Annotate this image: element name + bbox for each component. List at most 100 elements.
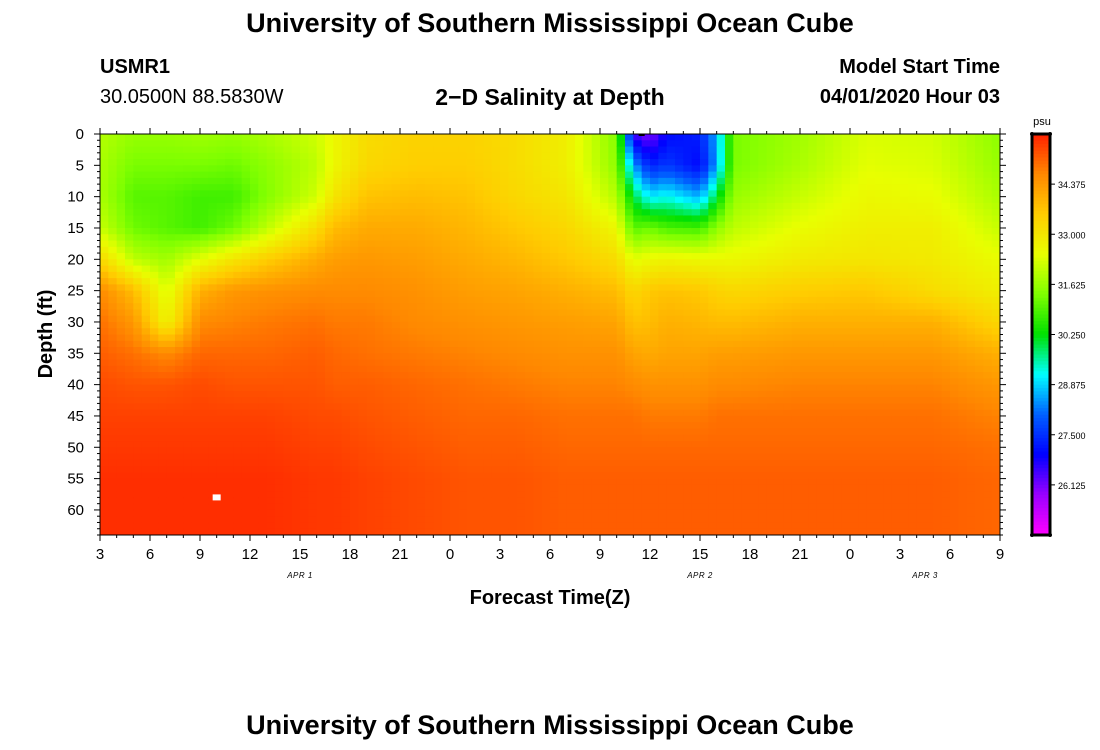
heatmap-cell [658, 165, 668, 173]
heatmap-cell [208, 290, 218, 298]
heatmap-cell [516, 484, 526, 492]
heatmap-cell [683, 516, 693, 524]
heatmap-cell [441, 415, 451, 423]
heatmap-cell [408, 303, 418, 311]
heatmap-cell [300, 503, 309, 511]
heatmap-cell [450, 315, 459, 323]
heatmap-cell [191, 184, 201, 191]
heatmap-cell [150, 246, 159, 254]
heatmap-cell [341, 177, 351, 185]
heatmap-cell [341, 434, 351, 442]
heatmap-cell [591, 227, 601, 235]
heatmap-cell [375, 516, 384, 524]
heatmap-cell [491, 509, 501, 517]
heatmap-cell [675, 202, 684, 210]
heatmap-cell [541, 409, 551, 417]
heatmap-cell [125, 134, 134, 141]
heatmap-cell [450, 334, 459, 342]
heatmap-cell [183, 453, 193, 461]
heatmap-cell [133, 259, 143, 267]
heatmap-cell [691, 384, 701, 392]
heatmap-cell [683, 466, 693, 473]
heatmap-cell [116, 321, 126, 329]
heatmap-cell [308, 334, 318, 342]
heatmap-cell [133, 365, 143, 373]
heatmap-cell [300, 491, 309, 499]
heatmap-cell [616, 390, 626, 398]
heatmap-cell [591, 378, 601, 386]
heatmap-cell [233, 497, 243, 505]
heatmap-cell [525, 215, 534, 223]
heatmap-cell [500, 202, 509, 210]
heatmap-cell [666, 528, 676, 535]
heatmap-cell [625, 177, 634, 185]
heatmap-cell [158, 253, 168, 260]
heatmap-cell [733, 290, 743, 298]
heatmap-cell [450, 271, 459, 279]
heatmap-cell [400, 165, 409, 173]
heatmap-cell [333, 509, 343, 517]
heatmap-cell [583, 484, 593, 492]
heatmap-cell [600, 284, 609, 292]
heatmap-cell [358, 503, 368, 511]
heatmap-cell [408, 309, 418, 317]
heatmap-cell [525, 315, 534, 323]
heatmap-cell [100, 528, 109, 535]
heatmap-cell [675, 221, 684, 229]
heatmap-cell [558, 246, 568, 254]
heatmap-cell [525, 140, 534, 148]
heatmap-cell [516, 309, 526, 317]
heatmap-cell [575, 202, 584, 210]
heatmap-cell [616, 140, 626, 148]
heatmap-cell [500, 240, 509, 248]
heatmap-cell [550, 441, 559, 448]
heatmap-cell [458, 528, 468, 535]
heatmap-cell [466, 497, 476, 505]
heatmap-cell [191, 334, 201, 342]
heatmap-cell [641, 415, 651, 423]
heatmap-cell [133, 159, 143, 166]
heatmap-cell [516, 259, 526, 267]
heatmap-cell [641, 152, 651, 160]
heatmap-cell [500, 215, 509, 223]
heatmap-cell [225, 209, 234, 217]
heatmap-cell [366, 503, 376, 511]
heatmap-cell [725, 296, 734, 304]
heatmap-cell [483, 434, 493, 442]
heatmap-cell [300, 227, 309, 235]
heatmap-cell [100, 378, 109, 386]
heatmap-cell [558, 303, 568, 311]
heatmap-cell [391, 422, 401, 430]
heatmap-cell [383, 184, 393, 191]
heatmap-cell [700, 453, 709, 461]
heatmap-cell [108, 397, 118, 405]
heatmap-cell [525, 290, 534, 298]
heatmap-cell [158, 378, 168, 386]
heatmap-cell [666, 459, 676, 467]
heatmap-cell [366, 152, 376, 160]
heatmap-cell [566, 459, 576, 467]
heatmap-cell [350, 447, 359, 455]
heatmap-cell [358, 140, 368, 148]
heatmap-cell [583, 159, 593, 166]
heatmap-cell [408, 221, 418, 229]
heatmap-cell [683, 177, 693, 185]
heatmap-cell [250, 428, 259, 436]
heatmap-cell [600, 215, 609, 223]
heatmap-cell [166, 202, 176, 210]
heatmap-cell [183, 472, 193, 480]
heatmap-cell [533, 171, 543, 179]
heatmap-cell [558, 409, 568, 417]
heatmap-cell [133, 491, 143, 499]
heatmap-cell [558, 459, 568, 467]
heatmap-cell [633, 202, 643, 210]
heatmap-cell [575, 472, 584, 480]
heatmap-cell [175, 296, 184, 304]
heatmap-cell [416, 202, 426, 210]
heatmap-cell [725, 171, 734, 179]
heatmap-cell [100, 372, 109, 379]
heatmap-cell [216, 347, 226, 354]
heatmap-cell [175, 215, 184, 223]
heatmap-cell [358, 340, 368, 348]
heatmap-cell [133, 278, 143, 285]
